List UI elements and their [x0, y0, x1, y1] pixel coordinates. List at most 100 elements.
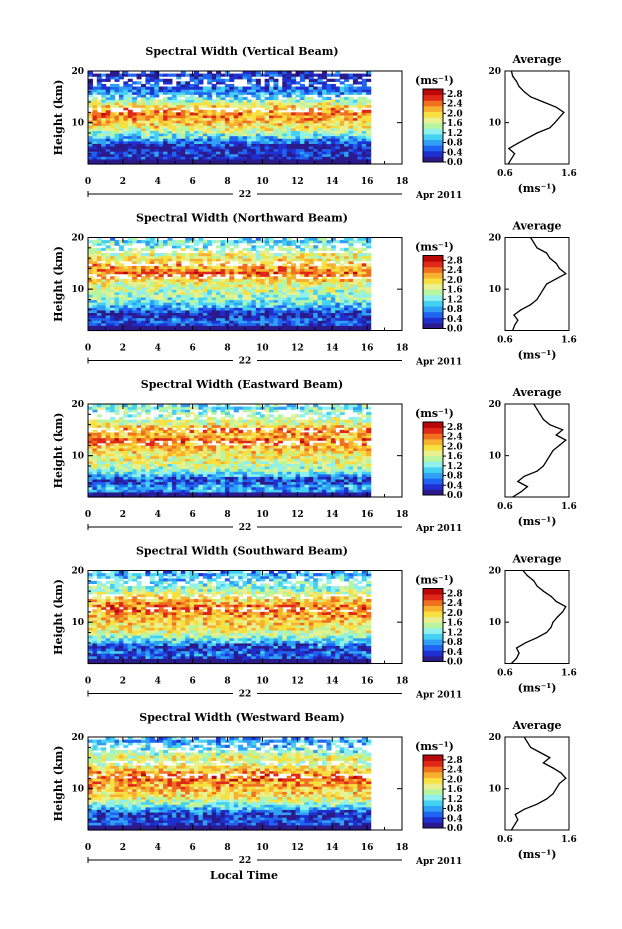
heatmap-cell — [291, 122, 297, 126]
heatmap-cell — [286, 127, 292, 132]
heatmap-cell — [158, 112, 164, 116]
heatmap-cell — [273, 317, 279, 321]
heatmap-cell — [96, 315, 102, 319]
heatmap-cell — [171, 96, 177, 101]
heatmap-cell — [202, 253, 208, 257]
heatmap-cell — [264, 320, 270, 324]
heatmap-cell — [335, 143, 341, 147]
heatmap-cell — [118, 133, 124, 137]
heatmap-cell — [149, 117, 155, 121]
x-tick-label: 6 — [190, 344, 196, 354]
heatmap-cell — [344, 312, 350, 316]
heatmap-cell — [149, 125, 155, 129]
heatmap-cell — [255, 73, 261, 77]
average-point — [507, 163, 509, 165]
heatmap-cell — [140, 104, 147, 108]
heatmap-cell — [322, 148, 328, 152]
heatmap-cell — [273, 109, 279, 113]
heatmap-cell — [180, 317, 186, 321]
heatmap-cell — [344, 140, 350, 144]
heatmap-cell — [251, 143, 257, 147]
heatmap-cell — [198, 112, 204, 116]
heatmap-cell — [269, 151, 275, 155]
heatmap-cell — [242, 320, 248, 324]
heatmap-cell — [158, 296, 164, 301]
heatmap-cell — [255, 245, 261, 249]
heatmap-cell — [185, 299, 191, 303]
heatmap-cell — [101, 325, 107, 329]
heatmap-cell — [357, 156, 363, 160]
heatmap-cell — [149, 140, 155, 144]
heatmap-cell — [145, 325, 151, 329]
heatmap-cell — [145, 299, 151, 303]
heatmap-cell — [361, 130, 367, 134]
heatmap-cell — [92, 240, 98, 244]
heatmap-cell — [202, 99, 208, 103]
heatmap-cell — [123, 86, 129, 90]
heatmap-cell — [211, 151, 217, 155]
heatmap-cell — [246, 99, 252, 103]
heatmap-cell — [224, 299, 230, 303]
heatmap-cell — [313, 265, 319, 270]
heatmap-cell — [114, 112, 120, 116]
heatmap-cell — [180, 299, 186, 303]
heatmap-cell — [322, 307, 328, 311]
heatmap-cell — [339, 278, 345, 283]
heatmap-cell — [286, 104, 292, 108]
heatmap-cell — [127, 104, 133, 108]
heatmap-cell — [123, 158, 129, 163]
heatmap-cell — [105, 156, 111, 160]
heatmap-cell — [101, 307, 107, 311]
heatmap-cell — [251, 104, 257, 108]
average-point — [536, 247, 538, 249]
heatmap-cell — [322, 102, 328, 106]
heatmap-cell — [211, 158, 217, 163]
average-x-tick-label: 0.6 — [497, 169, 513, 179]
heatmap-cell — [140, 302, 147, 306]
heatmap-cell — [326, 299, 332, 303]
heatmap-cell — [180, 240, 186, 244]
heatmap-cell — [198, 138, 204, 142]
heatmap-cell — [167, 99, 173, 103]
heatmap-cell — [291, 102, 297, 106]
heatmap-cell — [242, 145, 248, 150]
heatmap-cell — [123, 250, 129, 254]
heatmap-cell — [88, 130, 94, 134]
heatmap-cell — [273, 117, 279, 121]
heatmap-cell — [313, 86, 319, 90]
day-label: 22 — [239, 190, 252, 200]
heatmap-cell — [132, 304, 138, 308]
heatmap-cell — [114, 161, 120, 165]
heatmap-cell — [242, 309, 248, 314]
heatmap-cell — [105, 91, 111, 95]
heatmap-cell — [136, 86, 142, 90]
heatmap-cell — [207, 315, 213, 319]
heatmap-cell — [96, 307, 102, 311]
heatmap-cell — [167, 133, 173, 137]
heatmap-cell — [273, 81, 279, 85]
heatmap-cell — [255, 320, 261, 324]
heatmap-cell — [96, 73, 102, 77]
heatmap-cell — [149, 156, 155, 160]
heatmap-cell — [269, 78, 275, 82]
heatmap-cell — [238, 250, 244, 254]
heatmap-cell — [101, 102, 107, 106]
heatmap-cell — [101, 127, 107, 132]
heatmap-cell — [220, 140, 226, 144]
heatmap-cell — [180, 73, 186, 77]
heatmap-cell — [282, 294, 288, 298]
heatmap-cell — [352, 278, 358, 283]
heatmap-cell — [255, 109, 261, 113]
heatmap-cell — [229, 122, 235, 126]
heatmap-cell — [132, 120, 138, 124]
heatmap-cell — [366, 327, 372, 332]
heatmap-cell — [317, 120, 323, 124]
heatmap-cell — [330, 161, 336, 165]
heatmap-cell — [326, 145, 332, 150]
heatmap-cell — [96, 104, 102, 108]
heatmap-cell — [357, 325, 363, 329]
heatmap-cell — [339, 102, 345, 106]
heatmap-cell — [344, 302, 350, 306]
heatmap-cell — [145, 107, 151, 111]
heatmap-cell — [114, 309, 120, 314]
